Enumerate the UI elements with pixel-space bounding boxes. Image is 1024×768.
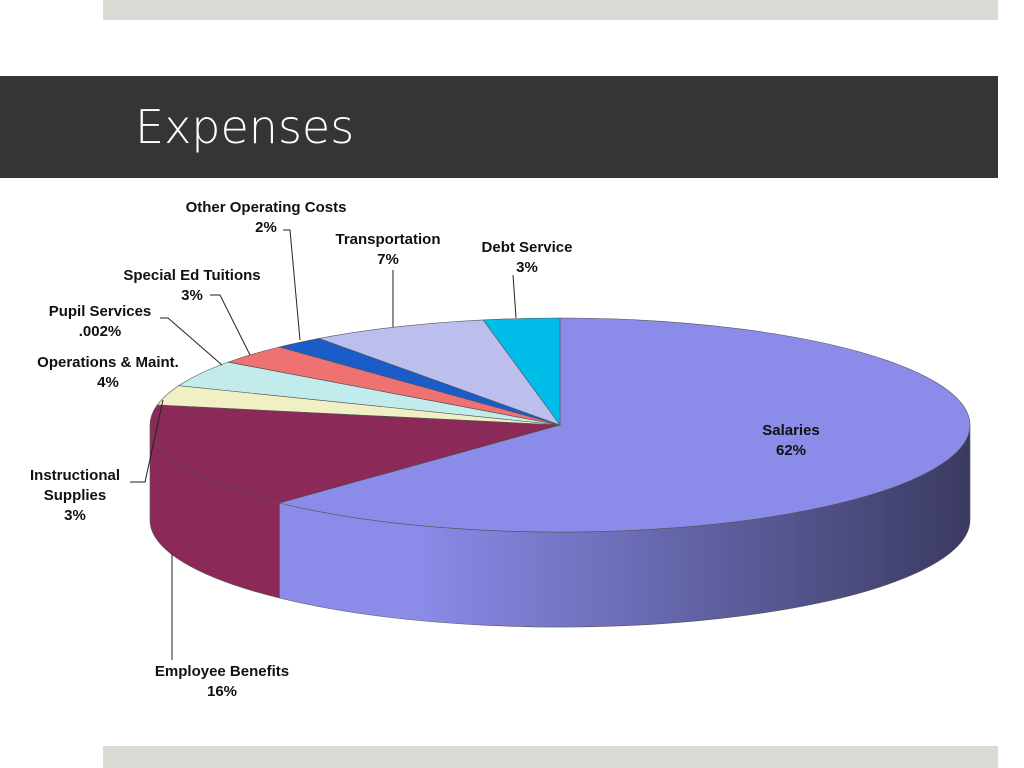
value-label: 62% [775,442,807,459]
leader-line [130,399,164,483]
leader-line [512,274,517,319]
category-label: Debt Service [481,239,573,256]
slice [317,319,561,426]
slice-label: Pupil Services .002% [49,302,152,342]
leader-line [160,317,223,366]
title-band [0,76,998,178]
value-label: 16% [206,683,238,700]
slice [482,317,561,426]
category-label: Special Ed Tuitions [123,267,261,284]
value-label: 3% [181,287,203,304]
leader-line [283,229,301,341]
value-label: 3% [516,259,538,276]
slice-label: Debt Service 3% [482,238,573,278]
slice-label: Operations & Maint. 4% [37,353,179,393]
top-bar [103,0,998,20]
leader-line [210,294,251,356]
value-label: 4% [97,374,119,391]
category-label: Pupil Services [48,303,152,320]
slice-label: Employee Benefits 16% [155,662,289,702]
category-label: Operations & Maint. [37,354,179,371]
value-label: .002% [78,323,122,340]
category-label: Salaries [762,422,820,439]
value-label: 3% [64,507,86,524]
category-label: Employee Benefits [154,663,290,680]
category-label: Instructional Supplies [29,467,120,504]
category-label: Transportation [335,231,441,248]
slice [149,404,561,504]
bottom-bar [103,746,998,768]
value-label: 7% [377,251,399,268]
slice-label: Other Operating Costs 2% [186,198,347,238]
slice-label: Salaries 62% [762,421,820,461]
slice-label: Transportation 7% [335,230,440,270]
slice [278,317,971,533]
category-label: Other Operating Costs [185,199,347,216]
slice-label: Special Ed Tuitions 3% [123,266,260,306]
slide-title: Expenses [135,100,355,154]
value-label: 2% [255,219,277,236]
slice-label: Instructional Supplies 3% [20,466,130,526]
